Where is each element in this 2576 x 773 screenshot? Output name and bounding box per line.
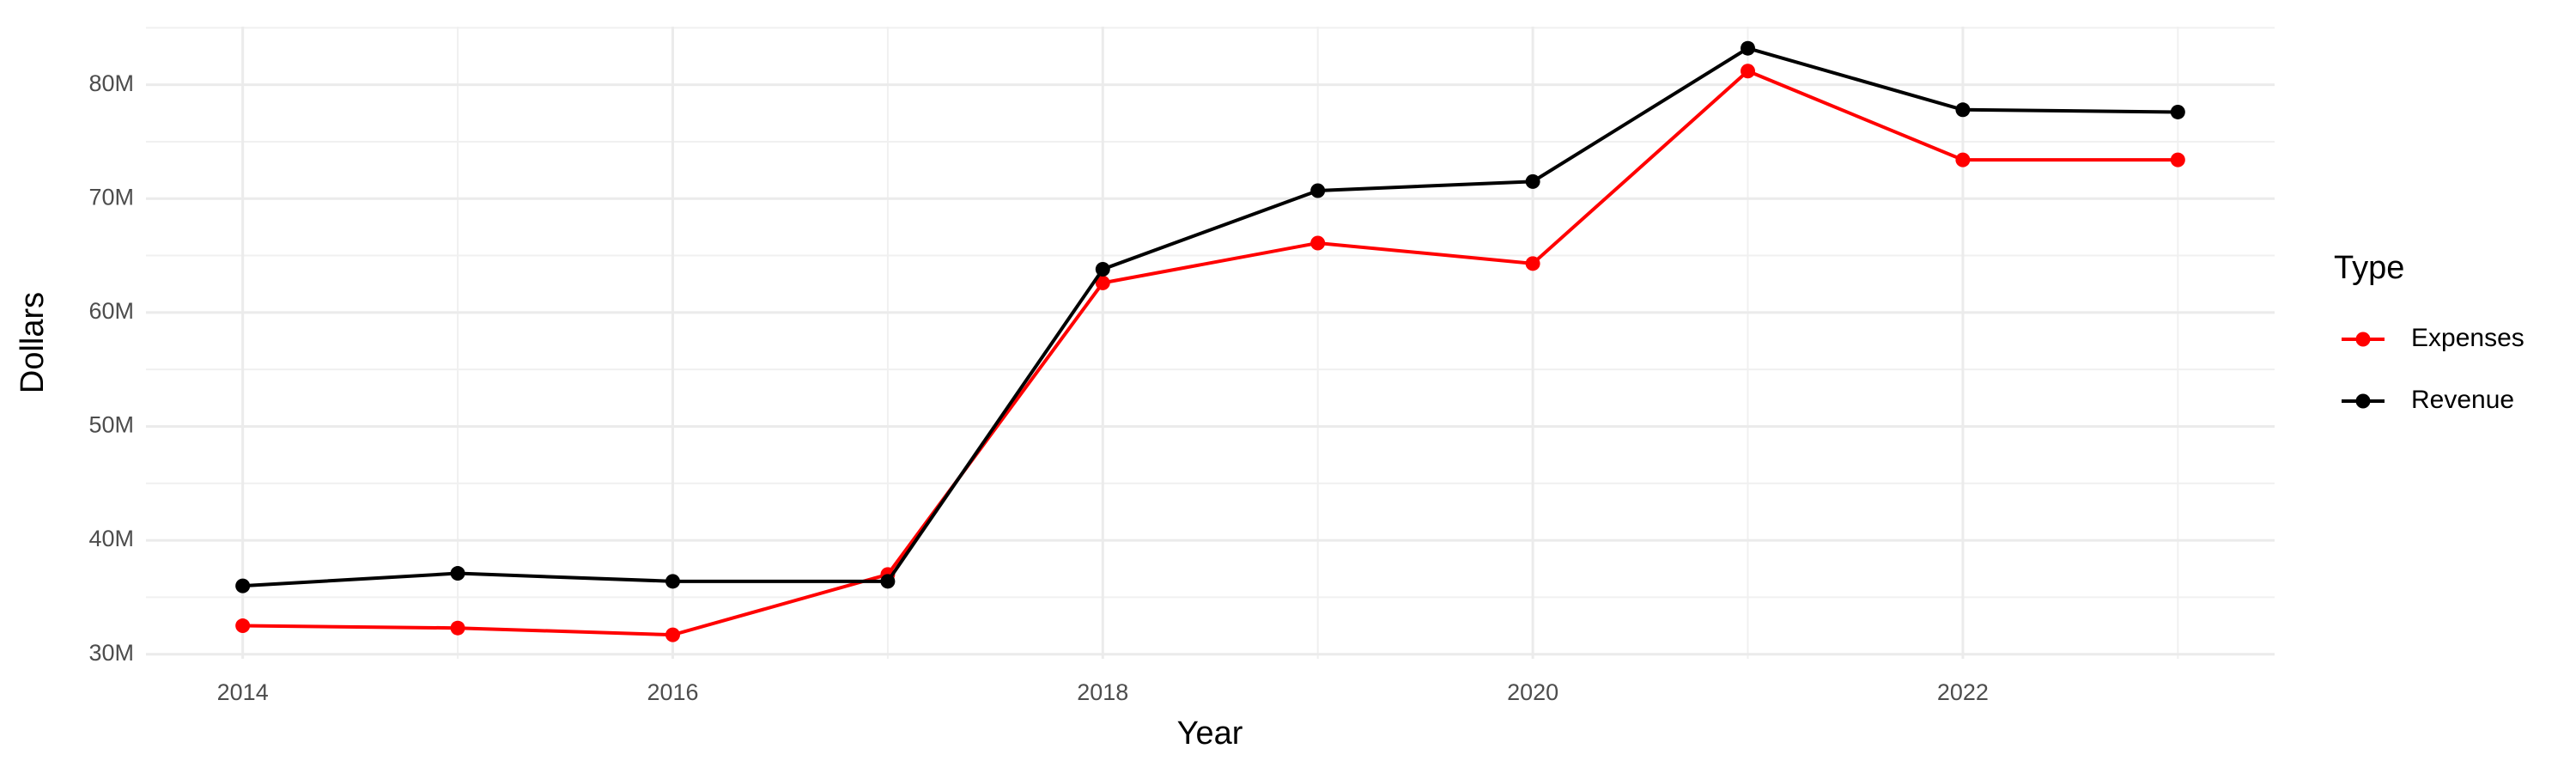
y-tick-label: 60M [88, 298, 134, 324]
data-point [1095, 275, 1110, 290]
y-tick-label: 50M [88, 412, 134, 438]
legend-key-point [2355, 332, 2371, 347]
legend-label: Expenses [2411, 324, 2524, 352]
x-tick-label: 2020 [1507, 679, 1558, 705]
y-axis-title: Dollars [15, 292, 51, 393]
data-point [1310, 183, 1326, 198]
series-line [242, 46, 2178, 588]
series-line [242, 69, 2178, 637]
data-point [2170, 104, 2185, 119]
y-tick-label: 70M [88, 184, 134, 210]
data-point [1310, 235, 1326, 251]
data-point [665, 574, 680, 589]
data-point [235, 618, 251, 634]
data-point [1095, 261, 1110, 277]
x-tick-label: 2022 [1937, 679, 1989, 705]
x-axis-title: Year [1177, 715, 1243, 752]
data-point [450, 566, 465, 581]
data-point [1741, 40, 1756, 56]
legend-label: Revenue [2411, 386, 2514, 414]
data-point [2170, 152, 2185, 167]
data-point [235, 578, 251, 593]
data-point [1525, 256, 1540, 271]
data-point [450, 620, 465, 636]
legend-title: Type [2334, 250, 2404, 286]
data-point [1741, 64, 1756, 79]
data-point [880, 574, 896, 589]
data-point [1955, 102, 1971, 118]
x-tick-label: 2018 [1077, 679, 1128, 705]
x-tick-label: 2014 [217, 679, 269, 705]
data-point [665, 627, 680, 642]
data-point [1525, 173, 1540, 189]
x-tick-label: 2016 [647, 679, 698, 705]
y-tick-label: 30M [88, 640, 134, 666]
y-tick-label: 80M [88, 70, 134, 96]
data-point [1955, 152, 1971, 167]
legend-key-point [2355, 393, 2371, 409]
y-tick-label: 40M [88, 526, 134, 551]
